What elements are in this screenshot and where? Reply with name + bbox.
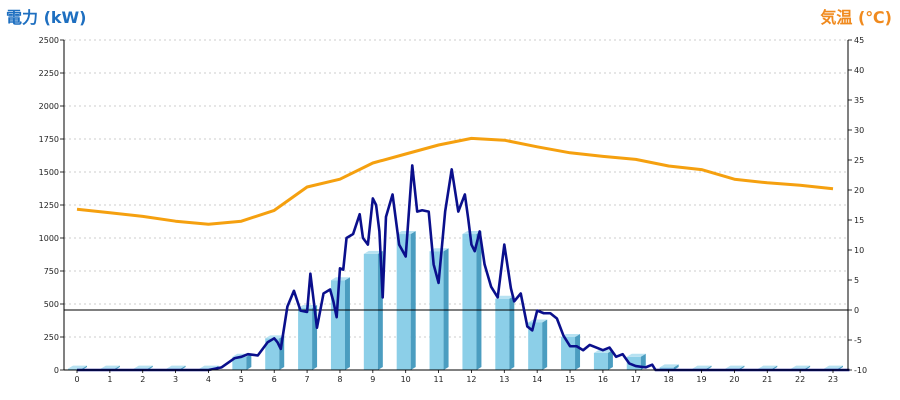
power-bar-side [344,277,350,370]
left-tick-label: 1000 [39,234,59,243]
power-bar-top [791,365,811,369]
x-tick-label: 6 [272,375,277,384]
left-tick-label: 500 [44,300,59,309]
power-bar-top [725,365,745,369]
x-tick-label: 9 [370,375,375,384]
power-bar-side [476,231,482,370]
left-tick-label: 1500 [39,168,59,177]
power-bar [593,352,608,370]
power-bar [68,368,82,370]
right-tick-label: 20 [854,186,864,195]
x-tick-label: 16 [598,375,608,384]
temperature-line [76,136,834,226]
power-bar-side [443,248,449,370]
power-bar-top [758,365,778,369]
x-tick-label: 20 [729,375,739,384]
x-tick-label: 21 [762,375,772,384]
x-tick-label: 14 [532,375,542,384]
x-tick-label: 10 [401,375,411,384]
x-tick-label: 3 [173,375,178,384]
power-bar [528,322,543,370]
x-tick-label: 11 [433,375,443,384]
x-tick-label: 7 [305,375,310,384]
power-bar-top [363,250,383,254]
power-bar-top [824,365,843,369]
x-tick-label: 23 [828,375,838,384]
power-bar-top [265,335,285,339]
power-bar-side [673,364,679,370]
bar-layer [68,231,843,370]
x-tick-label: 17 [631,375,641,384]
power-bar-top [659,364,679,368]
right-tick-label: 30 [854,126,864,135]
left-tick-label: 1750 [39,135,59,144]
x-tick-label: 12 [466,375,476,384]
right-tick-label: -10 [854,366,867,375]
right-axis-label: 気温 (℃) [820,8,892,27]
left-tick-label: 750 [44,267,59,276]
left-tick-label: 250 [44,333,59,342]
right-tick-label: 25 [854,156,864,165]
left-tick-label: 1250 [39,201,59,210]
power-bar-top [495,295,515,299]
power-bar-top [561,334,581,337]
power-bar [232,356,247,370]
x-tick-label: 18 [664,375,674,384]
left-tick-label: 2500 [39,36,59,45]
power-bar-top [429,248,449,252]
x-tick-label: 19 [696,375,706,384]
power-bar-side [410,231,416,370]
power-bar-side [575,334,581,370]
x-tick-label: 5 [239,375,244,384]
power-bar [659,367,674,370]
power-bar-top [692,365,712,369]
right-tick-label: 5 [854,276,859,285]
axis-layer: 02505007501000125015001750200022502500-1… [39,36,867,384]
left-axis-label: 電力 (kW) [6,8,87,27]
left-tick-label: 2250 [39,69,59,78]
power-bar-top [133,365,153,369]
power-bar [298,307,313,370]
x-tick-label: 4 [206,375,211,384]
power-bar-side [542,319,548,370]
x-tick-label: 8 [337,375,342,384]
right-tick-label: 0 [854,306,859,315]
power-bar [429,251,444,370]
right-tick-label: 15 [854,216,864,225]
x-tick-label: 2 [140,375,145,384]
x-tick-label: 22 [795,375,805,384]
power-bar [363,253,378,370]
power-line [77,164,850,372]
x-tick-label: 15 [565,375,575,384]
power-bar [265,338,280,370]
x-tick-label: 1 [107,375,112,384]
left-tick-label: 2000 [39,102,59,111]
power-bar-side [509,295,515,370]
power-bar [396,234,411,370]
power-bar-top [462,231,482,235]
power-bar-top [166,365,186,369]
left-tick-label: 0 [54,366,59,375]
power-bar [462,234,477,370]
x-tick-label: 13 [499,375,509,384]
right-tick-label: 45 [854,36,864,45]
right-tick-label: 35 [854,96,864,105]
x-tick-label: 0 [74,375,79,384]
power-bar-top [68,365,87,369]
right-tick-label: -5 [854,336,862,345]
line-layer [64,136,850,372]
power-bar-side [607,349,613,370]
right-tick-label: 10 [854,246,864,255]
power-bar-top [626,353,646,357]
power-bar-top [100,365,120,369]
power-bar [495,298,510,370]
right-tick-label: 40 [854,66,864,75]
power-bar-top [528,319,548,323]
power-bar-side [246,353,252,370]
